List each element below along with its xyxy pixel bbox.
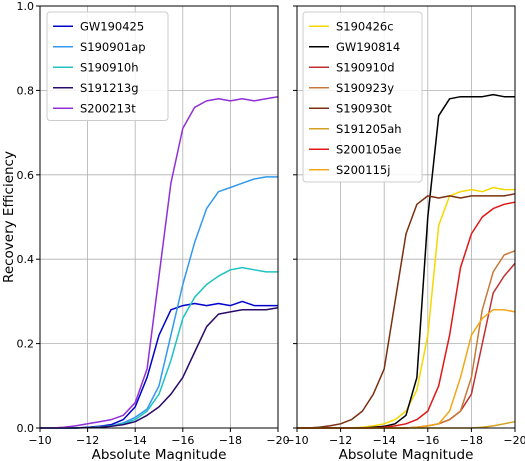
left-x-tick-label: −10 xyxy=(28,434,51,447)
right-y-axis xyxy=(293,5,297,429)
left-y-tick-label: 1.0 xyxy=(17,0,35,13)
right-x-tick-label: −10 xyxy=(285,434,308,447)
left-legend: GW190425 S190901ap S190910h S191213g S200213… xyxy=(46,11,169,121)
right-legend-label: S200105ae xyxy=(336,142,401,156)
left-x-tick-label: −20 xyxy=(266,434,289,447)
right-x-tick-label: −18 xyxy=(460,434,483,447)
right-series-line-s190930t xyxy=(297,193,516,429)
right-legend-label: S190930t xyxy=(336,101,392,115)
left-x-tick-label: −18 xyxy=(219,434,242,447)
right-x-axis-label: Absolute Magnitude xyxy=(339,447,474,461)
right-legend-label: S190910d xyxy=(336,60,395,74)
left-x-axis: −10 −12 −14 −16 −18 −20 xyxy=(28,428,290,447)
right-legend-label: S190426c xyxy=(336,19,394,33)
left-legend-label: S191213g xyxy=(80,81,139,95)
left-legend-box xyxy=(46,11,169,121)
left-x-tick-label: −16 xyxy=(171,434,194,447)
left-x-tick-label: −12 xyxy=(76,434,99,447)
right-x-tick-label: −20 xyxy=(503,434,525,447)
left-legend-label: GW190425 xyxy=(80,19,144,33)
left-series-line-s200213t xyxy=(40,95,279,429)
left-legend-label: S190910h xyxy=(80,60,139,74)
right-axes-frame xyxy=(296,5,516,429)
left-chart-panel: −10 −12 −14 −16 −18 −20 0.0 0.2 0.4 0.6 0.8 1.0 Abso… xyxy=(1,0,290,461)
right-legend-label: S190923y xyxy=(336,81,394,95)
right-chart-panel: −10 −12 −14 −16 −18 −20 Absolute Magnitude S190… xyxy=(285,5,525,461)
left-y-tick-label: 0.6 xyxy=(17,169,35,182)
left-x-tick-label: −14 xyxy=(124,434,147,447)
right-x-tick-label: −12 xyxy=(329,434,352,447)
left-y-tick-label: 0.2 xyxy=(17,338,35,351)
right-legend-label: GW190814 xyxy=(336,40,400,54)
left-y-tick-label: 0.0 xyxy=(17,422,35,435)
left-y-axis: 0.0 0.2 0.4 0.6 0.8 1.0 xyxy=(17,0,40,435)
left-y-tick-label: 0.8 xyxy=(17,84,35,97)
right-legend-label: S200115j xyxy=(336,163,390,177)
left-y-axis-label: Recovery Efficiency xyxy=(1,151,17,283)
right-legend: S190426c GW190814 S190910d S190923y S190930t… xyxy=(302,11,423,183)
left-y-tick-label: 0.4 xyxy=(17,253,35,266)
right-x-axis: −10 −12 −14 −16 −18 −20 xyxy=(285,428,525,447)
right-x-tick-label: −14 xyxy=(373,434,396,447)
left-axes-frame xyxy=(39,5,279,429)
left-legend-label: S200213t xyxy=(80,101,136,115)
right-legend-box xyxy=(302,11,423,183)
right-x-tick-label: −16 xyxy=(416,434,439,447)
left-legend-label: S190901ap xyxy=(80,40,146,54)
left-x-axis-label: Absolute Magnitude xyxy=(92,447,227,461)
right-legend-label: S191205ah xyxy=(336,122,402,136)
